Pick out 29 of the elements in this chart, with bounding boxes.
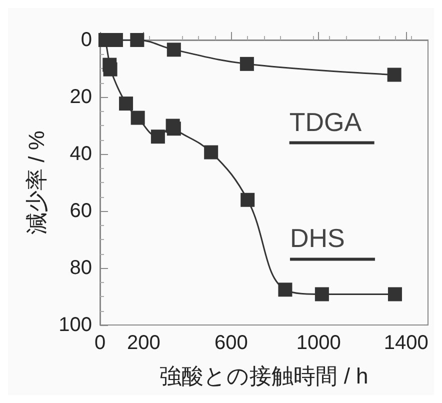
point [166,42,181,57]
point [314,287,329,302]
y-tick-label: 20 [70,86,92,108]
point [278,282,292,297]
y-tick-label: 0 [80,29,92,51]
point [204,145,218,160]
point [388,287,402,302]
x-tick-label: 1400 [384,332,428,354]
y-tick-label: 80 [70,257,92,279]
point [130,33,144,47]
point [103,62,118,76]
y-tick-label: 60 [70,200,92,222]
point [387,68,402,82]
x-tick-label: 200 [127,332,160,354]
point [166,122,181,136]
point [240,192,255,207]
y-axis-title: 減少率 / % [24,130,50,234]
series-label: DHS [290,223,345,254]
point [240,56,254,71]
x-tick-label: 0 [94,332,106,354]
series-label: TDGA [289,106,362,137]
point [119,96,134,111]
x-tick-label: 1000 [296,332,341,354]
point [130,110,145,125]
y-tick-label: 40 [70,143,92,165]
x-tick-label: 600 [214,332,248,354]
x-axis-title: 強酸との接触時間 / h [160,364,368,388]
y-tick-label: 100 [58,314,92,336]
point [150,130,165,144]
